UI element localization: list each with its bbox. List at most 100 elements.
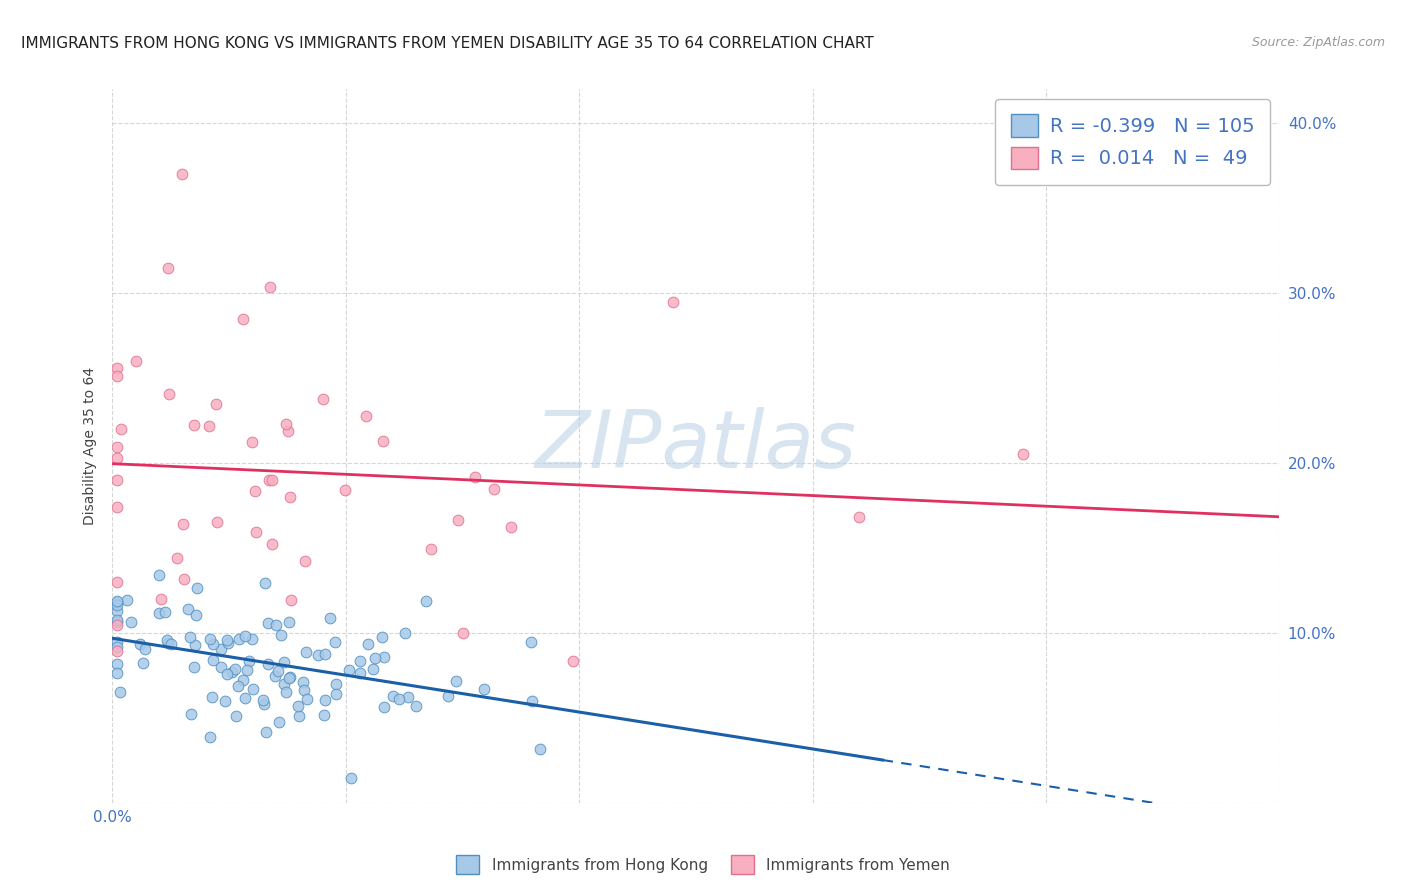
Point — [280, 592, 302, 607]
Point — [436, 690, 458, 704]
Point — [205, 515, 228, 529]
Point — [209, 641, 232, 656]
Point — [278, 490, 301, 504]
Point — [105, 666, 128, 681]
Point — [198, 418, 221, 433]
Point — [172, 516, 194, 531]
Point — [661, 294, 683, 309]
Point — [115, 593, 138, 607]
Point — [221, 665, 243, 679]
Point — [105, 440, 128, 454]
Point — [464, 470, 486, 484]
Point — [1011, 448, 1033, 462]
Point — [520, 694, 543, 708]
Point — [451, 626, 474, 640]
Point — [349, 665, 371, 680]
Point — [340, 771, 363, 785]
Point — [333, 483, 356, 497]
Point — [157, 636, 180, 650]
Point — [373, 650, 395, 665]
Point — [388, 691, 411, 706]
Point — [105, 451, 128, 466]
Point — [314, 692, 336, 706]
Point — [276, 685, 298, 699]
Point — [105, 500, 128, 515]
Point — [252, 693, 274, 707]
Point — [177, 602, 200, 616]
Point — [228, 632, 250, 646]
Point — [105, 473, 128, 487]
Point — [260, 473, 283, 487]
Point — [156, 632, 179, 647]
Point — [373, 434, 395, 448]
Point — [108, 685, 131, 699]
Point — [270, 628, 292, 642]
Point — [269, 715, 291, 730]
Point — [183, 417, 205, 432]
Point — [105, 613, 128, 627]
Point — [166, 550, 188, 565]
Point — [297, 691, 319, 706]
Point — [105, 643, 128, 657]
Point — [160, 637, 183, 651]
Point — [173, 572, 195, 586]
Point — [396, 690, 419, 704]
Point — [312, 707, 335, 722]
Point — [209, 660, 232, 674]
Point — [419, 541, 441, 556]
Point — [105, 574, 128, 589]
Point — [267, 664, 290, 678]
Point — [105, 615, 128, 629]
Point — [318, 611, 340, 625]
Point — [233, 629, 256, 643]
Point — [240, 435, 263, 450]
Point — [288, 709, 311, 723]
Point — [295, 644, 318, 658]
Point — [105, 604, 128, 618]
Point — [294, 554, 316, 568]
Point — [183, 660, 205, 674]
Point — [444, 674, 467, 689]
Point — [337, 663, 360, 677]
Point — [186, 582, 208, 596]
Point — [308, 648, 330, 662]
Point — [278, 670, 301, 684]
Text: IMMIGRANTS FROM HONG KONG VS IMMIGRANTS FROM YEMEN DISABILITY AGE 35 TO 64 CORRE: IMMIGRANTS FROM HONG KONG VS IMMIGRANTS … — [21, 36, 875, 51]
Point — [325, 677, 347, 691]
Point — [120, 615, 142, 630]
Point — [149, 592, 172, 607]
Point — [105, 595, 128, 609]
Point — [274, 417, 297, 432]
Point — [292, 674, 315, 689]
Point — [217, 636, 239, 650]
Point — [257, 616, 280, 631]
Point — [217, 632, 239, 647]
Point — [125, 354, 148, 368]
Point — [260, 537, 283, 551]
Point — [356, 409, 378, 423]
Point — [472, 681, 495, 696]
Point — [484, 483, 506, 497]
Point — [232, 673, 254, 687]
Point — [215, 667, 238, 681]
Point — [105, 598, 128, 612]
Point — [371, 630, 394, 644]
Point — [373, 700, 395, 714]
Point — [273, 655, 295, 669]
Point — [179, 630, 201, 644]
Y-axis label: Disability Age 35 to 64: Disability Age 35 to 64 — [83, 367, 97, 525]
Point — [240, 632, 263, 647]
Point — [201, 637, 224, 651]
Point — [184, 638, 207, 652]
Point — [294, 682, 316, 697]
Point — [259, 280, 281, 294]
Point — [172, 167, 194, 181]
Point — [225, 708, 247, 723]
Point — [148, 568, 170, 582]
Point — [278, 671, 301, 685]
Point — [180, 707, 202, 722]
Point — [254, 575, 277, 590]
Text: Source: ZipAtlas.com: Source: ZipAtlas.com — [1251, 36, 1385, 49]
Point — [200, 730, 222, 744]
Point — [105, 657, 128, 672]
